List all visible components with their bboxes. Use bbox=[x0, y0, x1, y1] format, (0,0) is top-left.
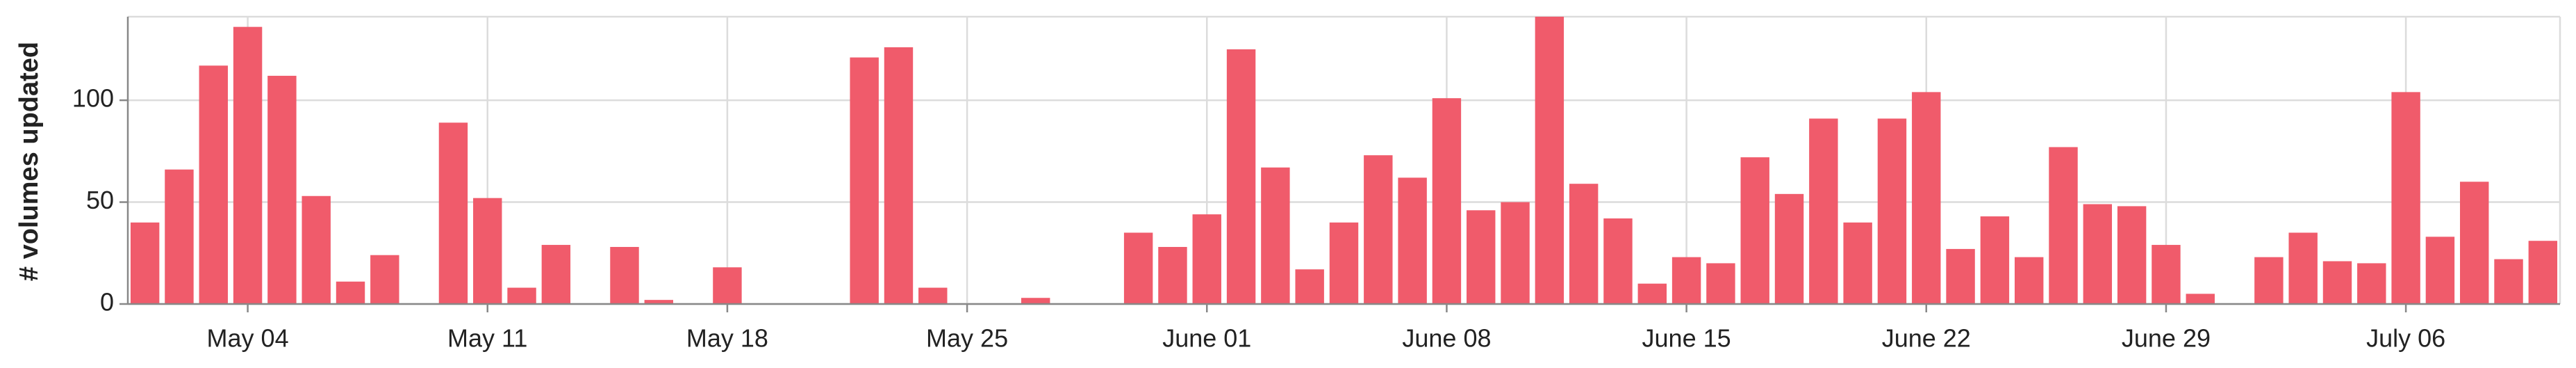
bar bbox=[1877, 118, 1907, 304]
bar bbox=[1295, 269, 1324, 304]
x-tick-label: June 08 bbox=[1402, 324, 1491, 353]
bar bbox=[1843, 222, 1872, 304]
bar bbox=[1501, 202, 1530, 304]
bar bbox=[267, 75, 297, 304]
bar bbox=[541, 245, 571, 304]
bar bbox=[1980, 216, 2010, 304]
y-axis-label: # volumes updated bbox=[15, 42, 44, 281]
bar bbox=[1809, 118, 1838, 304]
bar bbox=[1912, 92, 1941, 304]
bar bbox=[713, 267, 742, 304]
bar bbox=[233, 26, 263, 305]
bar bbox=[1535, 17, 1564, 304]
bar bbox=[336, 281, 365, 304]
bar bbox=[2049, 147, 2078, 304]
bar bbox=[438, 122, 468, 304]
bar bbox=[884, 47, 914, 305]
bar bbox=[2186, 294, 2215, 304]
bar bbox=[1123, 232, 1153, 304]
x-tick-label: June 01 bbox=[1162, 324, 1251, 353]
bar bbox=[850, 57, 879, 305]
x-tick-label: June 15 bbox=[1642, 324, 1731, 353]
bar bbox=[2425, 237, 2455, 304]
y-tick-label: 0 bbox=[100, 288, 114, 317]
bar bbox=[2528, 241, 2558, 304]
bar bbox=[2083, 204, 2113, 304]
bar bbox=[1740, 157, 1769, 304]
bar bbox=[644, 300, 674, 304]
bar bbox=[2357, 263, 2386, 304]
bar bbox=[1432, 98, 1462, 304]
bar bbox=[199, 65, 228, 304]
bar bbox=[302, 195, 331, 304]
bar bbox=[1021, 298, 1050, 304]
bar bbox=[1569, 184, 1599, 304]
bar bbox=[1158, 246, 1187, 304]
bar bbox=[2254, 257, 2284, 304]
bar bbox=[165, 169, 194, 304]
bar bbox=[130, 222, 160, 304]
bar bbox=[1467, 210, 1496, 304]
bar bbox=[2014, 257, 2044, 304]
x-tick-label: May 25 bbox=[926, 324, 1008, 353]
bar bbox=[1329, 222, 1359, 304]
bar bbox=[1946, 248, 1975, 304]
bar bbox=[2460, 182, 2489, 304]
x-tick-label: May 11 bbox=[447, 324, 527, 353]
bar bbox=[1192, 214, 1221, 304]
y-tick-label: 100 bbox=[72, 84, 114, 113]
bar bbox=[2322, 261, 2352, 304]
bar bbox=[2288, 232, 2318, 304]
bar bbox=[370, 255, 399, 304]
bar bbox=[1671, 257, 1701, 304]
bar bbox=[610, 246, 639, 304]
y-tick-label: 50 bbox=[86, 186, 114, 214]
bar bbox=[1603, 218, 1633, 304]
x-tick-label: June 22 bbox=[1882, 324, 1971, 353]
bar bbox=[1706, 263, 1735, 304]
bar bbox=[2494, 259, 2523, 304]
bar bbox=[2152, 245, 2181, 304]
bar bbox=[1637, 283, 1667, 304]
bar bbox=[1774, 193, 1804, 304]
bar bbox=[1398, 177, 1427, 304]
x-tick-label: May 04 bbox=[207, 324, 289, 353]
x-tick-label: May 18 bbox=[686, 324, 768, 353]
x-tick-label: July 06 bbox=[2366, 324, 2445, 353]
x-tick-label: June 29 bbox=[2122, 324, 2211, 353]
bar bbox=[507, 287, 536, 304]
bar bbox=[1364, 155, 1393, 304]
bar bbox=[2117, 206, 2147, 304]
bar bbox=[473, 198, 502, 304]
bar bbox=[1261, 167, 1290, 304]
bar bbox=[918, 287, 948, 304]
bar bbox=[1226, 49, 1256, 305]
bar bbox=[2391, 92, 2420, 304]
